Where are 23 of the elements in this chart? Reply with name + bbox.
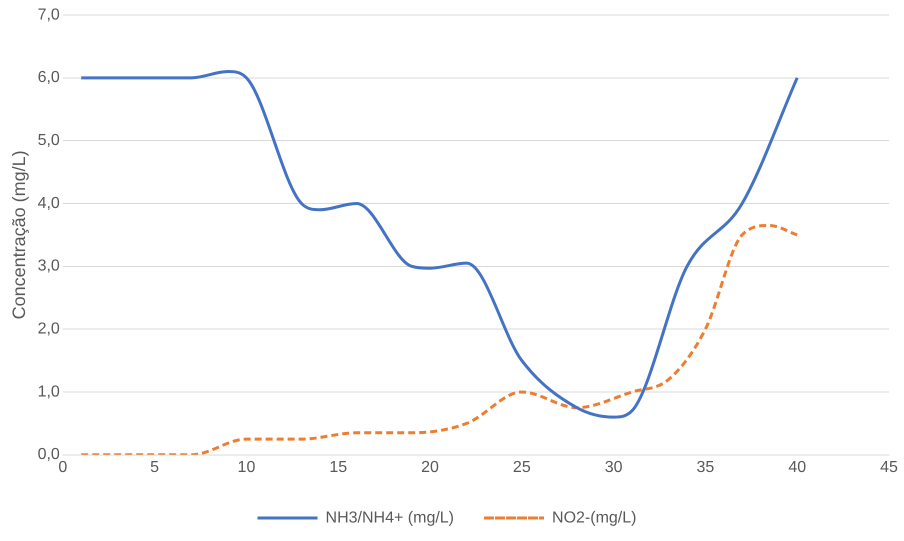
x-tick-label: 40 (788, 458, 806, 476)
y-tick-label: 5,0 (38, 132, 60, 150)
y-axis-title: Concentração (mg/L) (8, 150, 29, 320)
x-tick-label: 20 (421, 458, 440, 476)
x-tick-label: 5 (150, 458, 160, 476)
line-series (80, 224, 799, 455)
y-tick-label: 2,0 (38, 320, 60, 338)
x-tick-label: 25 (512, 458, 531, 476)
line-series (80, 70, 799, 419)
x-tick-label: 15 (329, 458, 348, 476)
y-tick-label: 4,0 (38, 194, 60, 212)
y-tick-label: 3,0 (38, 258, 60, 275)
legend-label: NH3/NH4+ (mg/L) (326, 509, 454, 526)
x-tick-label: 0 (58, 458, 68, 476)
legend-label: NO2-(mg/L) (552, 509, 636, 526)
x-tick-label: 45 (880, 458, 898, 476)
x-tick-label: 35 (696, 458, 714, 476)
x-tick-label: 10 (238, 458, 256, 476)
x-tick-label: 30 (604, 458, 623, 476)
y-tick-label: 6,0 (38, 69, 60, 86)
y-tick-label: 0,0 (38, 446, 60, 464)
y-tick-label: 1,0 (38, 383, 60, 400)
y-tick-label: 7,0 (38, 6, 60, 24)
